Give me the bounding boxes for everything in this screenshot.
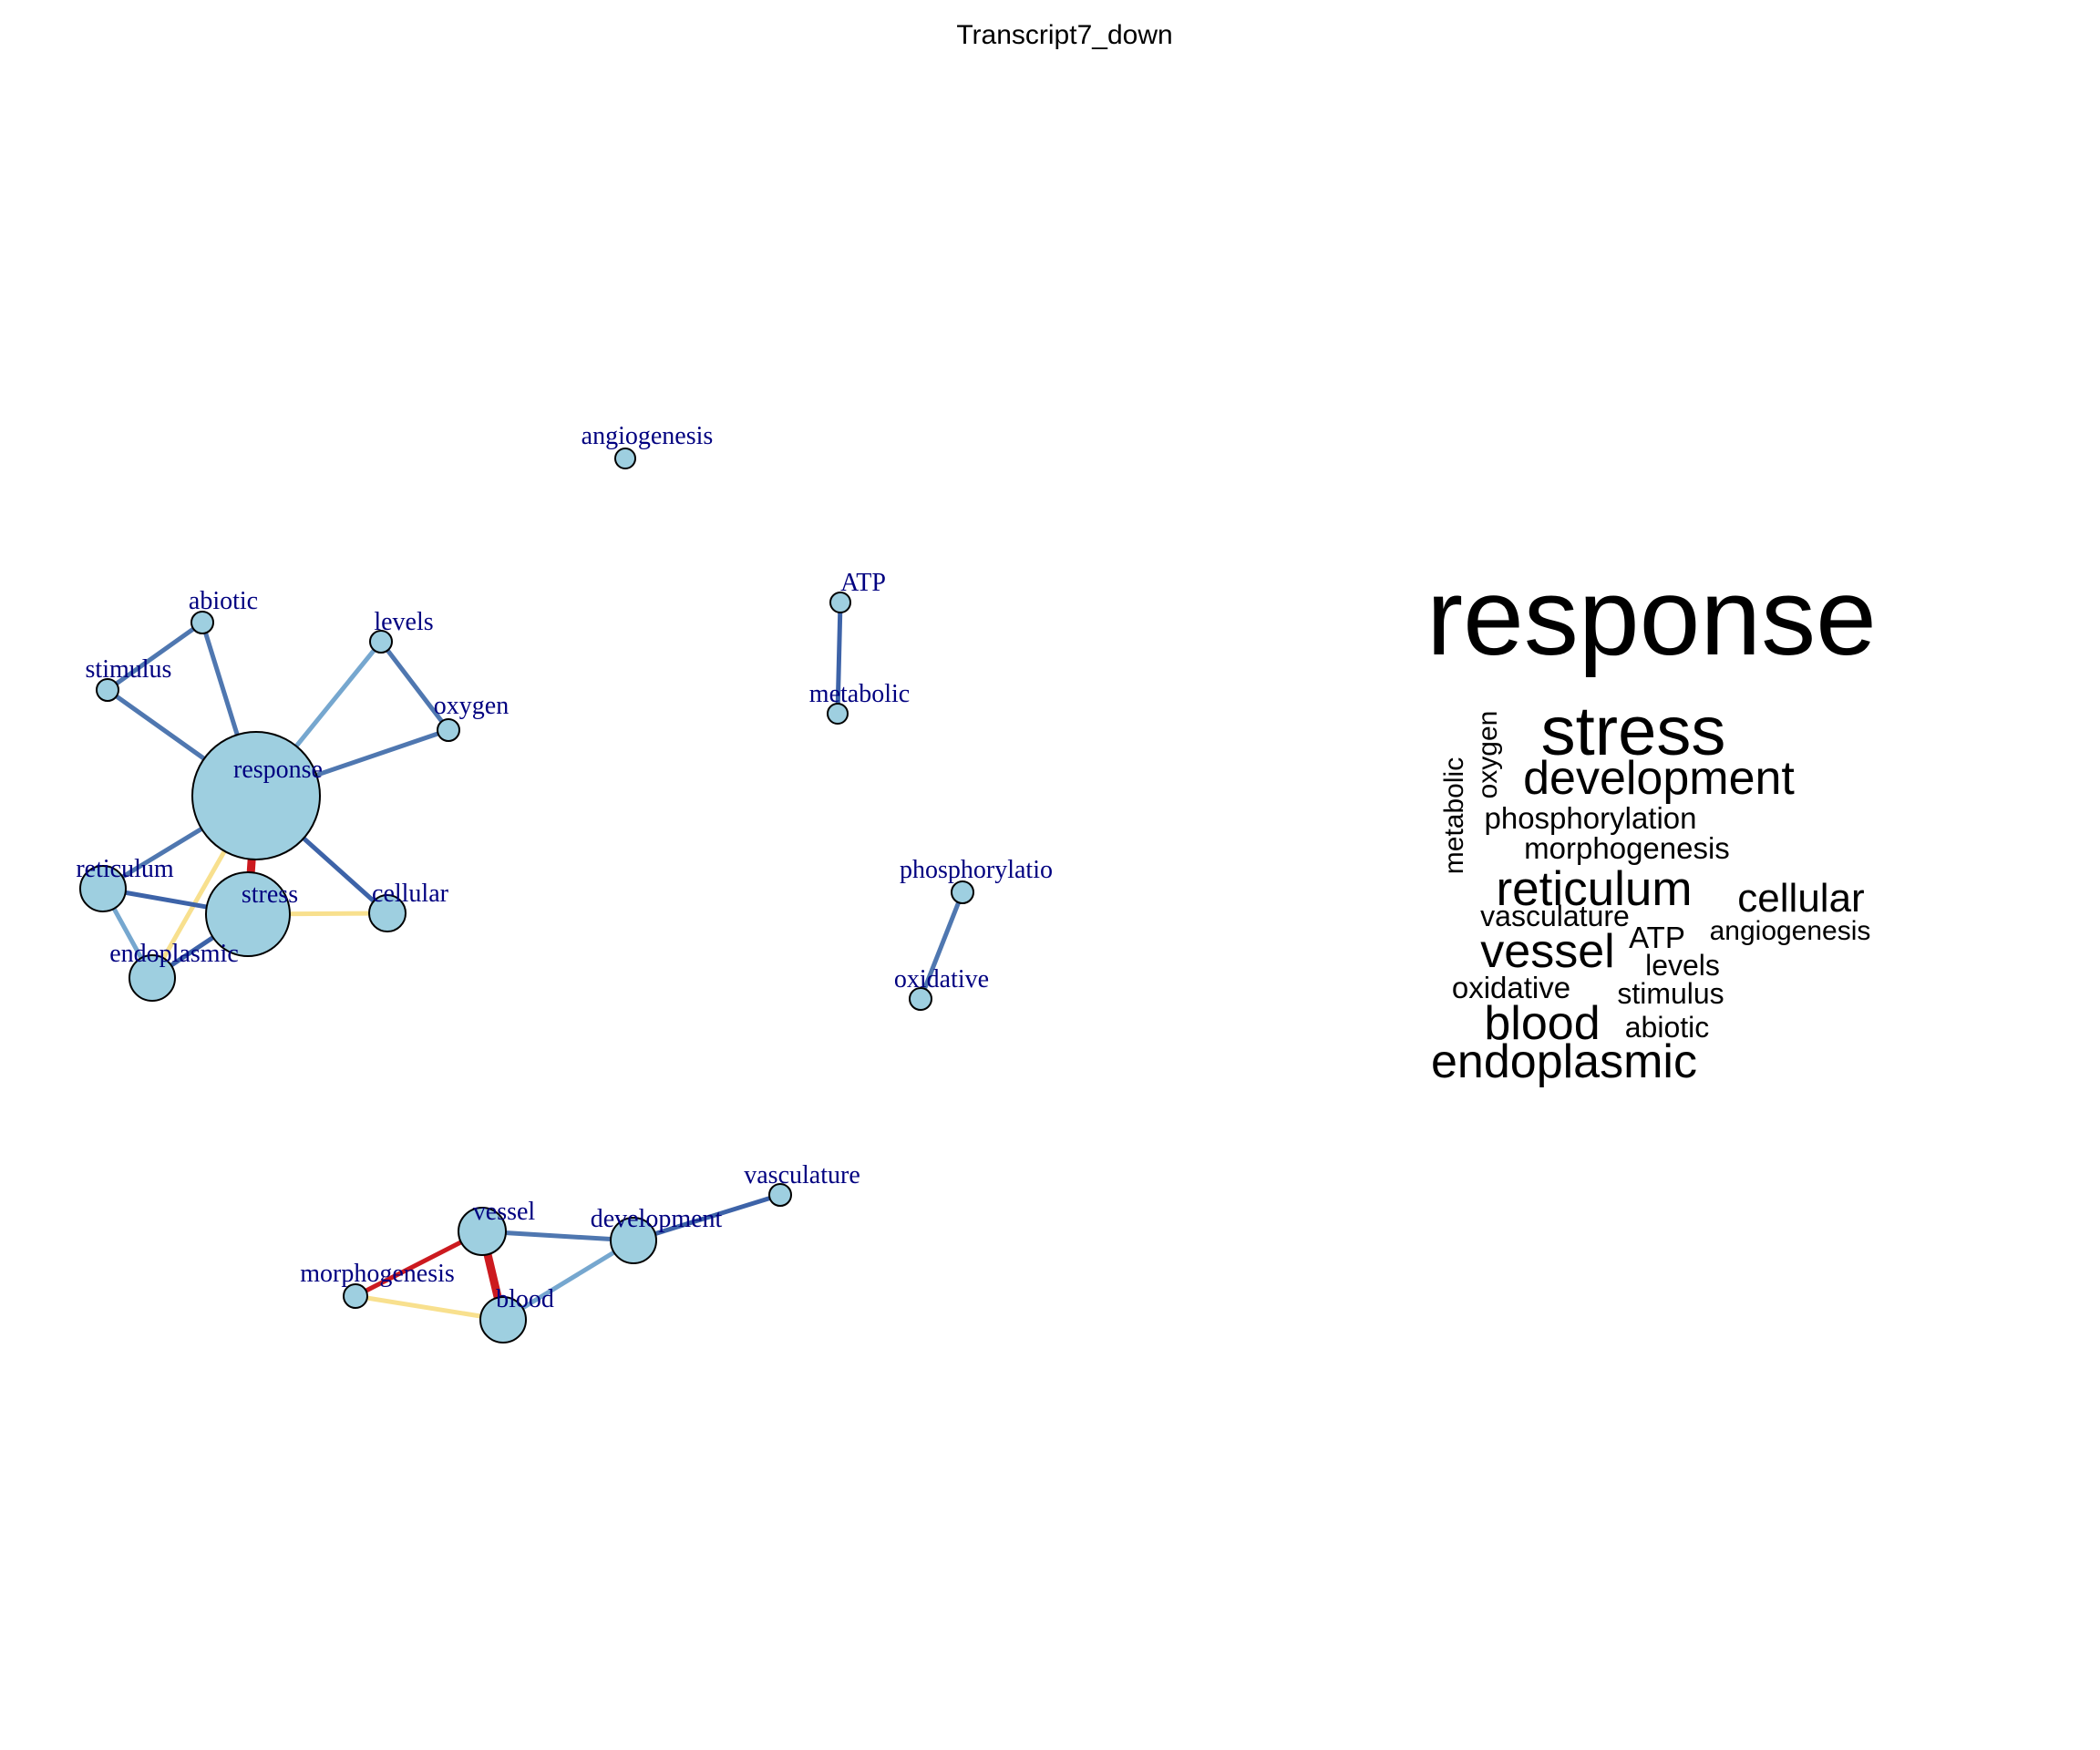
cloud-word-stress: stress (1541, 693, 1726, 770)
cloud-word-morphogenesis: morphogenesis (1524, 831, 1730, 865)
node-stimulus (96, 678, 119, 702)
node-label-stress: stress (242, 880, 298, 909)
node-label-oxygen: oxygen (434, 692, 509, 720)
node-label-stimulus: stimulus (86, 655, 172, 684)
node-label-levels: levels (374, 608, 433, 636)
edge-abiotic-stimulus (105, 620, 205, 693)
edge-development-vasculature (631, 1192, 783, 1243)
node-metabolic (827, 703, 849, 725)
node-label-vasculature: vasculature (744, 1161, 860, 1189)
cloud-word-stimulus: stimulus (1617, 977, 1724, 1010)
cloud-word-oxidative: oxidative (1452, 971, 1570, 1004)
cloud-word-vessel: vessel (1480, 925, 1614, 978)
cloud-word-blood: blood (1484, 997, 1600, 1050)
node-label-endoplasmic: endoplasmic (109, 940, 239, 968)
network-labels: response stress reticulum endoplasmic cellul… (76, 422, 1053, 1313)
node-label-vessel: vessel (473, 1198, 536, 1226)
node-reticulum (79, 865, 127, 912)
edge-ATP-metabolic (835, 600, 843, 716)
node-label-response: response (233, 756, 323, 784)
node-response (191, 731, 321, 860)
edge-levels-oxygen (378, 639, 451, 733)
word-cloud: response stressdevelopmentphosphorylation… (1426, 556, 1877, 1088)
node-levels (369, 630, 393, 654)
node-abiotic (190, 611, 214, 634)
node-label-angiogenesis: angiogenesis (582, 422, 714, 450)
cloud-word-reticulum: reticulum (1496, 862, 1692, 916)
node-endoplasmic (129, 954, 176, 1002)
node-oxidative (909, 987, 932, 1011)
node-label-phosphorylation: phosphorylatio (900, 856, 1053, 884)
node-label-reticulum: reticulum (76, 855, 174, 883)
cloud-word-metabolic: metabolic (1439, 757, 1469, 874)
node-label-ATP: ATP (840, 569, 886, 597)
edge-phosphorylation-oxidative (918, 890, 965, 1002)
cloud-word-development: development (1523, 752, 1795, 805)
cloud-word-cellular: cellular (1737, 876, 1864, 921)
cloud-word-oxygen: oxygen (1473, 711, 1503, 799)
node-label-blood: blood (496, 1285, 554, 1313)
cloud-word-levels: levels (1645, 949, 1720, 982)
cloud-word-vasculature: vasculature (1480, 900, 1630, 932)
cloud-word-angiogenesis: angiogenesis (1710, 916, 1871, 946)
node-morphogenesis (343, 1283, 368, 1309)
node-vasculature (768, 1183, 792, 1207)
node-label-development: development (591, 1205, 723, 1233)
cloud-word-ATP: ATP (1629, 921, 1685, 954)
node-development (610, 1217, 657, 1264)
edge-vessel-development (479, 1229, 636, 1243)
node-oxygen (437, 718, 460, 742)
node-label-abiotic: abiotic (189, 587, 258, 615)
cloud-word-response: response (1426, 556, 1877, 678)
edge-morphogenesis-blood (353, 1293, 506, 1323)
node-label-metabolic: metabolic (809, 680, 910, 708)
cloud-word-abiotic: abiotic (1625, 1011, 1710, 1044)
node-angiogenesis (614, 448, 636, 469)
node-label-oxidative: oxidative (894, 965, 989, 993)
network-nodes (79, 448, 974, 1343)
node-cellular (368, 894, 407, 932)
node-stress (205, 871, 291, 957)
node-ATP (829, 592, 851, 613)
node-phosphorylation (951, 880, 974, 904)
node-label-morphogenesis: morphogenesis (300, 1260, 455, 1288)
node-blood (479, 1296, 527, 1343)
node-vessel (458, 1207, 507, 1256)
node-label-cellular: cellular (372, 880, 449, 908)
cloud-word-endoplasmic: endoplasmic (1431, 1035, 1697, 1088)
figure-title: Transcript7_down (956, 20, 1172, 50)
cloud-word-phosphorylation: phosphorylation (1485, 801, 1697, 835)
edge-development-blood (500, 1238, 636, 1323)
